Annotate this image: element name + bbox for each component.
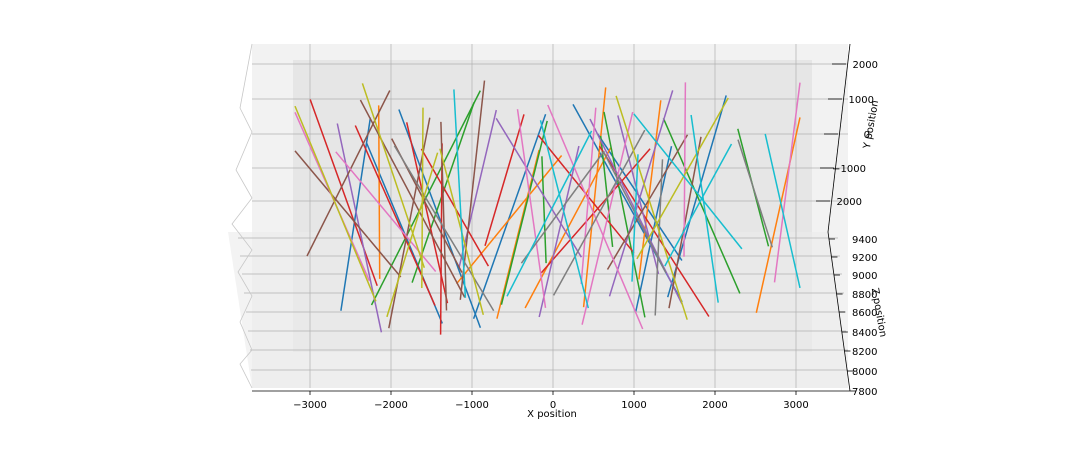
x-tick-label: −2000 [374,400,408,411]
x-tick-label: −3000 [293,400,327,411]
track-segment [516,109,547,309]
track-segment [582,87,607,308]
x-tick-label: 2000 [702,400,727,411]
track-segment [538,145,580,318]
track-segment [606,134,689,270]
track-segment [683,82,687,257]
track-segment [306,90,391,257]
track-segment [737,139,774,248]
y-tick-label: 2000 [837,197,862,208]
track-segment [654,159,664,316]
z-tick-label: 8600 [852,308,877,319]
track-segment [484,114,525,247]
track-segment [541,156,547,264]
floor-pane [228,232,848,388]
track-segment [500,120,548,305]
track-segment [773,82,801,283]
track-segment [393,145,495,312]
x-tick-label: −1000 [455,400,489,411]
track-segment [547,104,644,330]
z-tick-label: 8200 [852,347,877,358]
track-segment [453,89,467,298]
x-axis-title: X position [527,409,577,420]
track-segment [472,114,547,320]
track-segment [690,114,719,303]
z-tick-label: 7800 [852,387,877,398]
z-tick-label: 8000 [852,367,877,378]
track-segment [603,111,646,318]
track-segment [631,154,639,282]
track-segment [386,152,439,318]
z-axis-line [827,231,851,392]
z-tick-label: 9400 [852,235,877,246]
track-segment [405,122,449,304]
x-ticks: −3000 −2000 −1000 0 1000 2000 3000 [293,391,809,411]
track-segment [755,117,801,313]
track-segment [458,109,498,268]
track-segment [359,99,466,298]
z-tick-label: 8800 [852,290,877,301]
x-tick-label: 3000 [783,400,808,411]
track-segment [580,107,597,285]
z-tick-label: 9000 [852,271,877,282]
y-tick-label: 1000 [849,95,874,106]
track-segment [615,95,688,320]
track-segment [636,97,729,260]
z-tick-label: 8400 [852,328,877,339]
x-tick-label: 0 [550,400,556,411]
z-ticks: 9400 9200 9000 8800 8600 8400 8200 8000 7800 [828,235,877,398]
y-axis-title: Y position [862,100,881,151]
track-segment [662,117,741,294]
track-segment [664,143,733,267]
track-segment [361,83,426,268]
x-tick-label: 1000 [621,400,646,411]
track-segment [539,120,590,309]
track-segment [456,155,563,285]
track-segment [309,99,378,287]
track-segment [421,107,424,289]
track-segment [599,135,614,247]
track-segment [633,113,743,250]
track-segment [495,117,583,258]
track-segment [552,129,646,296]
z-tick-label: 9200 [852,253,877,264]
track-segment [764,133,801,289]
left-pane-edge [231,43,253,389]
track-segment [617,115,660,275]
y-tick-label: 0 [864,130,870,141]
track-lines [294,80,801,335]
y-ticks: 2000 1000 0 −1000 2000 [816,60,878,208]
y-tick-label: −1000 [832,164,866,175]
track-segment [608,90,674,297]
track-segment [294,105,377,302]
y-axis-line [827,43,851,233]
track-segment [581,111,634,325]
track-segment [294,150,402,278]
track-segment [506,130,593,297]
y-tick-label: 2000 [853,60,878,71]
